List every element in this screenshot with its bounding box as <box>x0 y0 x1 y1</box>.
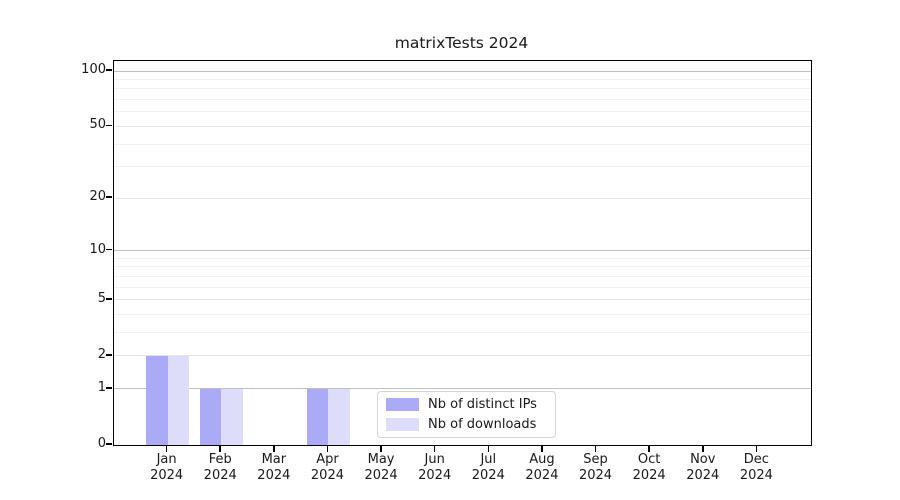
y-tick-mark-100 <box>106 69 112 71</box>
legend-label-downloads: Nb of downloads <box>428 417 537 432</box>
gridline-y-1 <box>114 388 811 390</box>
x-tick-mark-sep <box>594 445 597 452</box>
gridline-y-7 <box>114 276 811 277</box>
gridline-y-20 <box>114 197 811 199</box>
x-tick-label-oct: Oct 2024 <box>632 452 666 483</box>
y-tick-mark-2 <box>106 354 112 356</box>
y-tick-mark-50 <box>106 124 112 127</box>
gridline-y-5 <box>114 299 811 301</box>
plot-area <box>113 60 812 446</box>
gridline-y-9 <box>114 257 811 259</box>
legend-item-downloads: Nb of downloads <box>386 417 547 433</box>
bar-nb-of-downloads-feb <box>221 388 243 445</box>
x-tick-label-feb: Feb 2024 <box>203 452 237 483</box>
x-tick-mark-dec <box>755 445 758 452</box>
x-tick-mark-jun <box>433 445 436 452</box>
gridline-y-2 <box>114 355 811 357</box>
y-tick-mark-20 <box>106 196 112 199</box>
x-tick-label-nov: Nov 2024 <box>686 452 720 483</box>
y-tick-label-1: 1 <box>97 379 106 395</box>
y-tick-mark-10 <box>106 248 112 251</box>
gridline-y-50 <box>114 125 811 127</box>
x-tick-mark-may <box>380 445 382 452</box>
x-tick-mark-mar <box>273 445 275 452</box>
y-tick-label-5: 5 <box>97 290 106 306</box>
y-tick-label-20: 20 <box>89 189 106 205</box>
x-tick-label-aug: Aug 2024 <box>525 452 559 483</box>
bar-nb-of-distinct-ips-feb <box>199 388 222 445</box>
gridline-y-3 <box>114 332 811 334</box>
legend-swatch-distinct-ips <box>386 398 419 411</box>
x-tick-label-jul: Jul 2024 <box>471 452 505 483</box>
y-tick-mark-0 <box>106 443 112 445</box>
chart-title: matrixTests 2024 <box>394 34 529 52</box>
x-tick-mark-jan <box>165 445 168 452</box>
x-tick-label-mar: Mar 2024 <box>257 452 291 483</box>
x-tick-mark-aug <box>541 445 543 452</box>
gridline-y-70 <box>114 99 811 101</box>
gridline-y-60 <box>114 111 811 113</box>
bar-nb-of-downloads-apr <box>328 388 350 445</box>
x-tick-label-jan: Jan 2024 <box>150 452 184 483</box>
y-tick-label-2: 2 <box>97 346 106 362</box>
legend: Nb of distinct IPs Nb of downloads <box>377 391 556 438</box>
gridline-y-6 <box>114 286 811 288</box>
gridline-y-80 <box>114 88 811 90</box>
bar-nb-of-distinct-ips-apr <box>306 388 329 445</box>
y-tick-label-0: 0 <box>97 436 106 451</box>
gridline-y-40 <box>114 143 811 145</box>
gridline-y-4 <box>114 314 811 316</box>
x-tick-mark-jul <box>487 445 490 452</box>
x-tick-label-may: May 2024 <box>364 452 398 483</box>
y-tick-label-50: 50 <box>89 117 106 133</box>
x-tick-label-apr: Apr 2024 <box>310 452 344 483</box>
x-tick-label-sep: Sep 2024 <box>578 452 613 483</box>
x-tick-mark-nov <box>701 445 704 452</box>
gridline-y-30 <box>114 166 811 168</box>
gridline-y-90 <box>114 78 811 80</box>
bar-nb-of-distinct-ips-jan <box>146 355 168 445</box>
gridline-y-100 <box>114 70 811 72</box>
y-tick-mark-1 <box>106 387 112 389</box>
x-tick-mark-oct <box>648 445 650 452</box>
legend-item-distinct-ips: Nb of distinct IPs <box>386 397 547 413</box>
x-tick-mark-feb <box>219 445 222 452</box>
y-tick-label-10: 10 <box>89 241 106 257</box>
gridline-y-8 <box>114 266 811 268</box>
x-tick-label-dec: Dec 2024 <box>739 452 773 483</box>
y-tick-mark-5 <box>106 297 112 300</box>
bar-nb-of-downloads-jan <box>167 355 190 445</box>
x-tick-mark-apr <box>326 445 329 452</box>
legend-label-distinct-ips: Nb of distinct IPs <box>428 397 537 412</box>
y-tick-label-100: 100 <box>81 62 106 77</box>
gridline-y-10 <box>114 250 811 252</box>
legend-swatch-downloads <box>386 418 419 431</box>
x-tick-label-jun: Jun 2024 <box>418 452 452 483</box>
